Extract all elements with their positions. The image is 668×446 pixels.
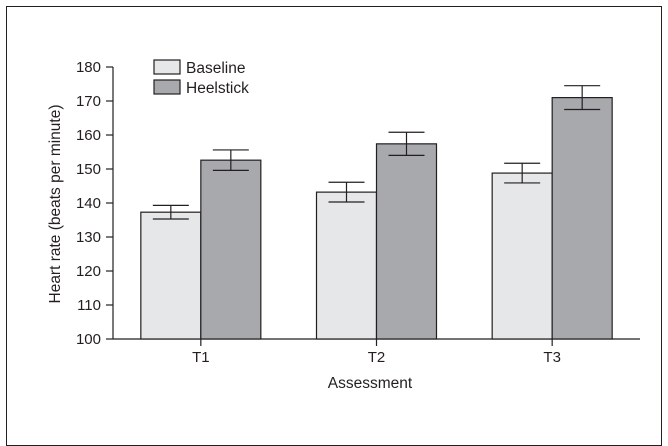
- y-tick-label: 150: [76, 161, 101, 178]
- bar-baseline-t1: [140, 211, 202, 340]
- bar-heelstick-t2: [375, 143, 438, 340]
- bar-baseline-t2: [315, 191, 378, 340]
- y-tick-label: 130: [76, 229, 101, 246]
- y-tick-label: 180: [76, 59, 101, 76]
- y-tick-label: 160: [76, 127, 101, 144]
- tick-labels: 100 110 120 130 140 150 160 170 180 T1 T2 T3: [76, 59, 561, 366]
- x-tick-label: T3: [543, 349, 561, 366]
- y-tick-label: 120: [76, 263, 101, 280]
- legend-label-heelstick: Heelstick: [186, 80, 249, 97]
- y-tick-label: 110: [77, 297, 101, 314]
- legend-swatch-baseline: [153, 59, 181, 75]
- legend: Baseline Heelstick: [153, 59, 249, 97]
- bar-heelstick-t1: [200, 159, 262, 340]
- y-tick-label: 170: [76, 93, 101, 110]
- x-axis-label: Assessment: [328, 375, 413, 392]
- legend-label-baseline: Baseline: [186, 60, 245, 77]
- bar-baseline-t3: [491, 172, 553, 340]
- y-tick-label: 140: [76, 195, 101, 212]
- y-tick-label: 100: [76, 331, 101, 348]
- x-tick-label: T2: [368, 349, 386, 366]
- x-tick-label: T1: [192, 349, 210, 366]
- error-bars: [152, 85, 601, 220]
- y-axis-label: Heart rate (beats per minute): [47, 104, 64, 303]
- bar-heelstick-t3: [551, 96, 613, 340]
- bar-chart: 100 110 120 130 140 150 160 170 180 T1 T2 T3 Assess…: [47, 59, 640, 392]
- bars: [140, 96, 613, 340]
- legend-swatch-heelstick: [153, 79, 181, 95]
